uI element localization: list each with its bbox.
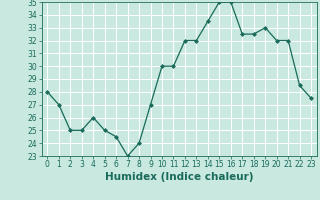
X-axis label: Humidex (Indice chaleur): Humidex (Indice chaleur) bbox=[105, 172, 253, 182]
